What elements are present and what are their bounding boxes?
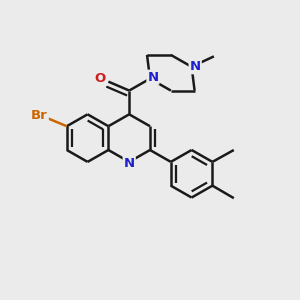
Text: N: N [147,71,158,84]
Text: N: N [190,60,201,73]
Text: Br: Br [31,109,48,122]
Text: N: N [124,157,135,170]
Text: O: O [94,72,106,85]
